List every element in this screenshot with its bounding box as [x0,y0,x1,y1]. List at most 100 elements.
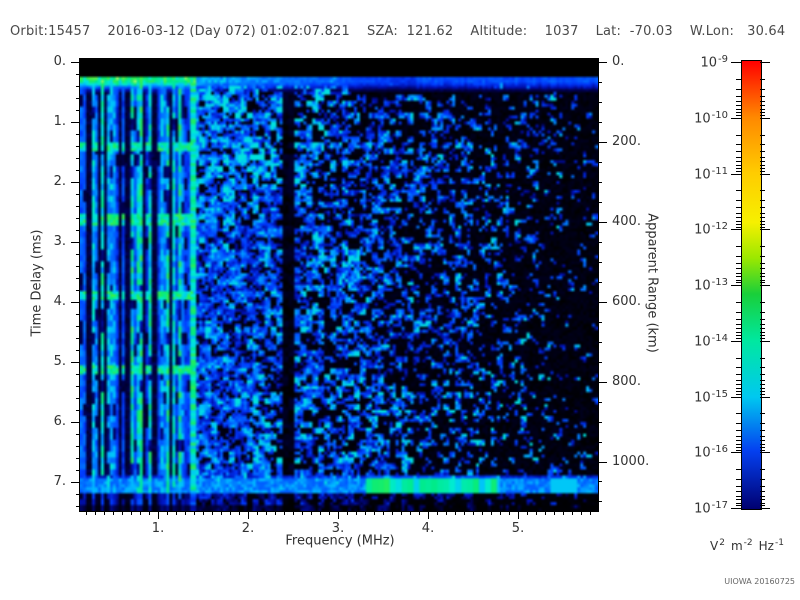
y2-minor-tick [598,81,602,83]
cb-minor-tick [736,301,741,303]
cb-minor-tick [736,276,741,278]
cb-minor-tick [760,105,765,107]
cb-minor-tick [736,495,741,497]
cb-minor-tick [760,276,765,278]
cb-minor-tick [736,212,741,214]
cb-minor-tick [736,478,741,480]
cb-minor-tick [736,318,741,320]
cb-minor-tick [736,374,741,376]
cb-minor-tick [760,262,765,264]
cb-minor-tick [760,200,765,202]
header: Orbit:15457 2016-03-12 (Day 072) 01:02:07… [10,24,798,39]
cb-minor-tick [736,357,741,359]
cb-tick [760,452,770,454]
x-tick [158,511,159,519]
cb-minor-tick [760,78,765,80]
cb-minor-tick [736,435,741,437]
cb-minor-tick [736,423,741,425]
cb-tick [731,396,741,398]
cb-minor-tick [736,156,741,158]
y2-tick [598,62,607,63]
cb-minor-tick [736,226,741,228]
cb-minor-tick [736,109,741,111]
credit-text: UIOWA 20160725 [724,577,795,586]
y-minor-tick [76,374,80,375]
x-minor-tick [230,511,231,515]
y-minor-tick [76,350,80,351]
y-minor-tick [76,170,80,171]
cb-minor-tick [760,246,765,247]
cb-tick [731,229,741,231]
header-field: Lat: -70.03 [595,24,673,39]
cb-minor-tick [736,200,741,202]
x-minor-tick [347,511,348,515]
x-minor-tick [302,511,303,515]
x-minor-tick [356,511,357,515]
cb-minor-tick [760,449,765,451]
x-minor-tick [581,511,582,515]
y2-minor-tick [598,241,602,243]
cb-minor-tick [736,379,741,381]
y-minor-tick [76,110,80,111]
cb-minor-tick [760,332,765,334]
cb-tick [731,452,741,454]
y-minor-tick [76,434,80,435]
x-minor-tick [446,511,447,515]
y2-axis-title: Apparent Range (km) [644,213,660,353]
cb-minor-tick [760,379,765,381]
y-minor-tick [76,278,80,279]
cb-minor-tick [760,502,765,504]
y-minor-tick [76,446,80,447]
x-minor-tick [419,511,420,515]
y2-minor-tick [598,421,602,423]
cb-tick [731,508,741,509]
y-tick [71,422,80,423]
y-tick-label: 2. [53,174,66,189]
y2-minor-tick [598,481,602,483]
cb-minor-tick [736,112,741,114]
cb-minor-tick [760,439,765,441]
cb-minor-tick [736,272,741,274]
cb-minor-tick [760,112,765,114]
cb-minor-tick [760,88,765,90]
cb-minor-tick [760,161,765,163]
cb-minor-tick [760,335,765,337]
cb-minor-tick [736,220,741,222]
x-minor-tick [437,511,438,515]
cb-minor-tick [760,324,765,325]
cb-minor-tick [736,216,741,218]
cb-minor-tick [736,328,741,330]
x-minor-tick [131,511,132,515]
cb-minor-tick [736,502,741,504]
y-minor-tick [76,386,80,387]
header-field: W.Lon: 30.64 [689,24,786,39]
cb-minor-tick [736,279,741,281]
colorbar-unit-label: V2 m-2 Hz-1 [710,538,784,553]
x-minor-tick [203,511,204,515]
cb-minor-tick [760,443,765,445]
cb-tick-label: 10-15 [694,388,728,405]
cb-minor-tick [760,220,765,222]
cb-minor-tick [760,499,765,501]
cb-minor-tick [760,318,765,320]
y2-tick-label: 600. [612,293,641,309]
y-minor-tick [76,146,80,147]
cb-minor-tick [760,374,765,376]
x-minor-tick [86,511,87,515]
x-minor-tick [149,511,150,515]
y-minor-tick [76,158,80,159]
y2-minor-tick [598,101,602,103]
x-tick-label: 2. [241,521,255,536]
cb-minor-tick [736,485,741,487]
y-tick [71,302,80,303]
y-minor-tick [76,86,80,87]
x-minor-tick [383,511,384,515]
y2-tick [598,141,607,143]
y-tick [71,362,80,363]
x-minor-tick [536,511,537,515]
x-minor-tick [572,511,573,515]
cb-minor-tick [736,170,741,172]
y2-minor-tick [598,401,602,403]
y-minor-tick [76,458,80,459]
cb-minor-tick [760,387,765,389]
